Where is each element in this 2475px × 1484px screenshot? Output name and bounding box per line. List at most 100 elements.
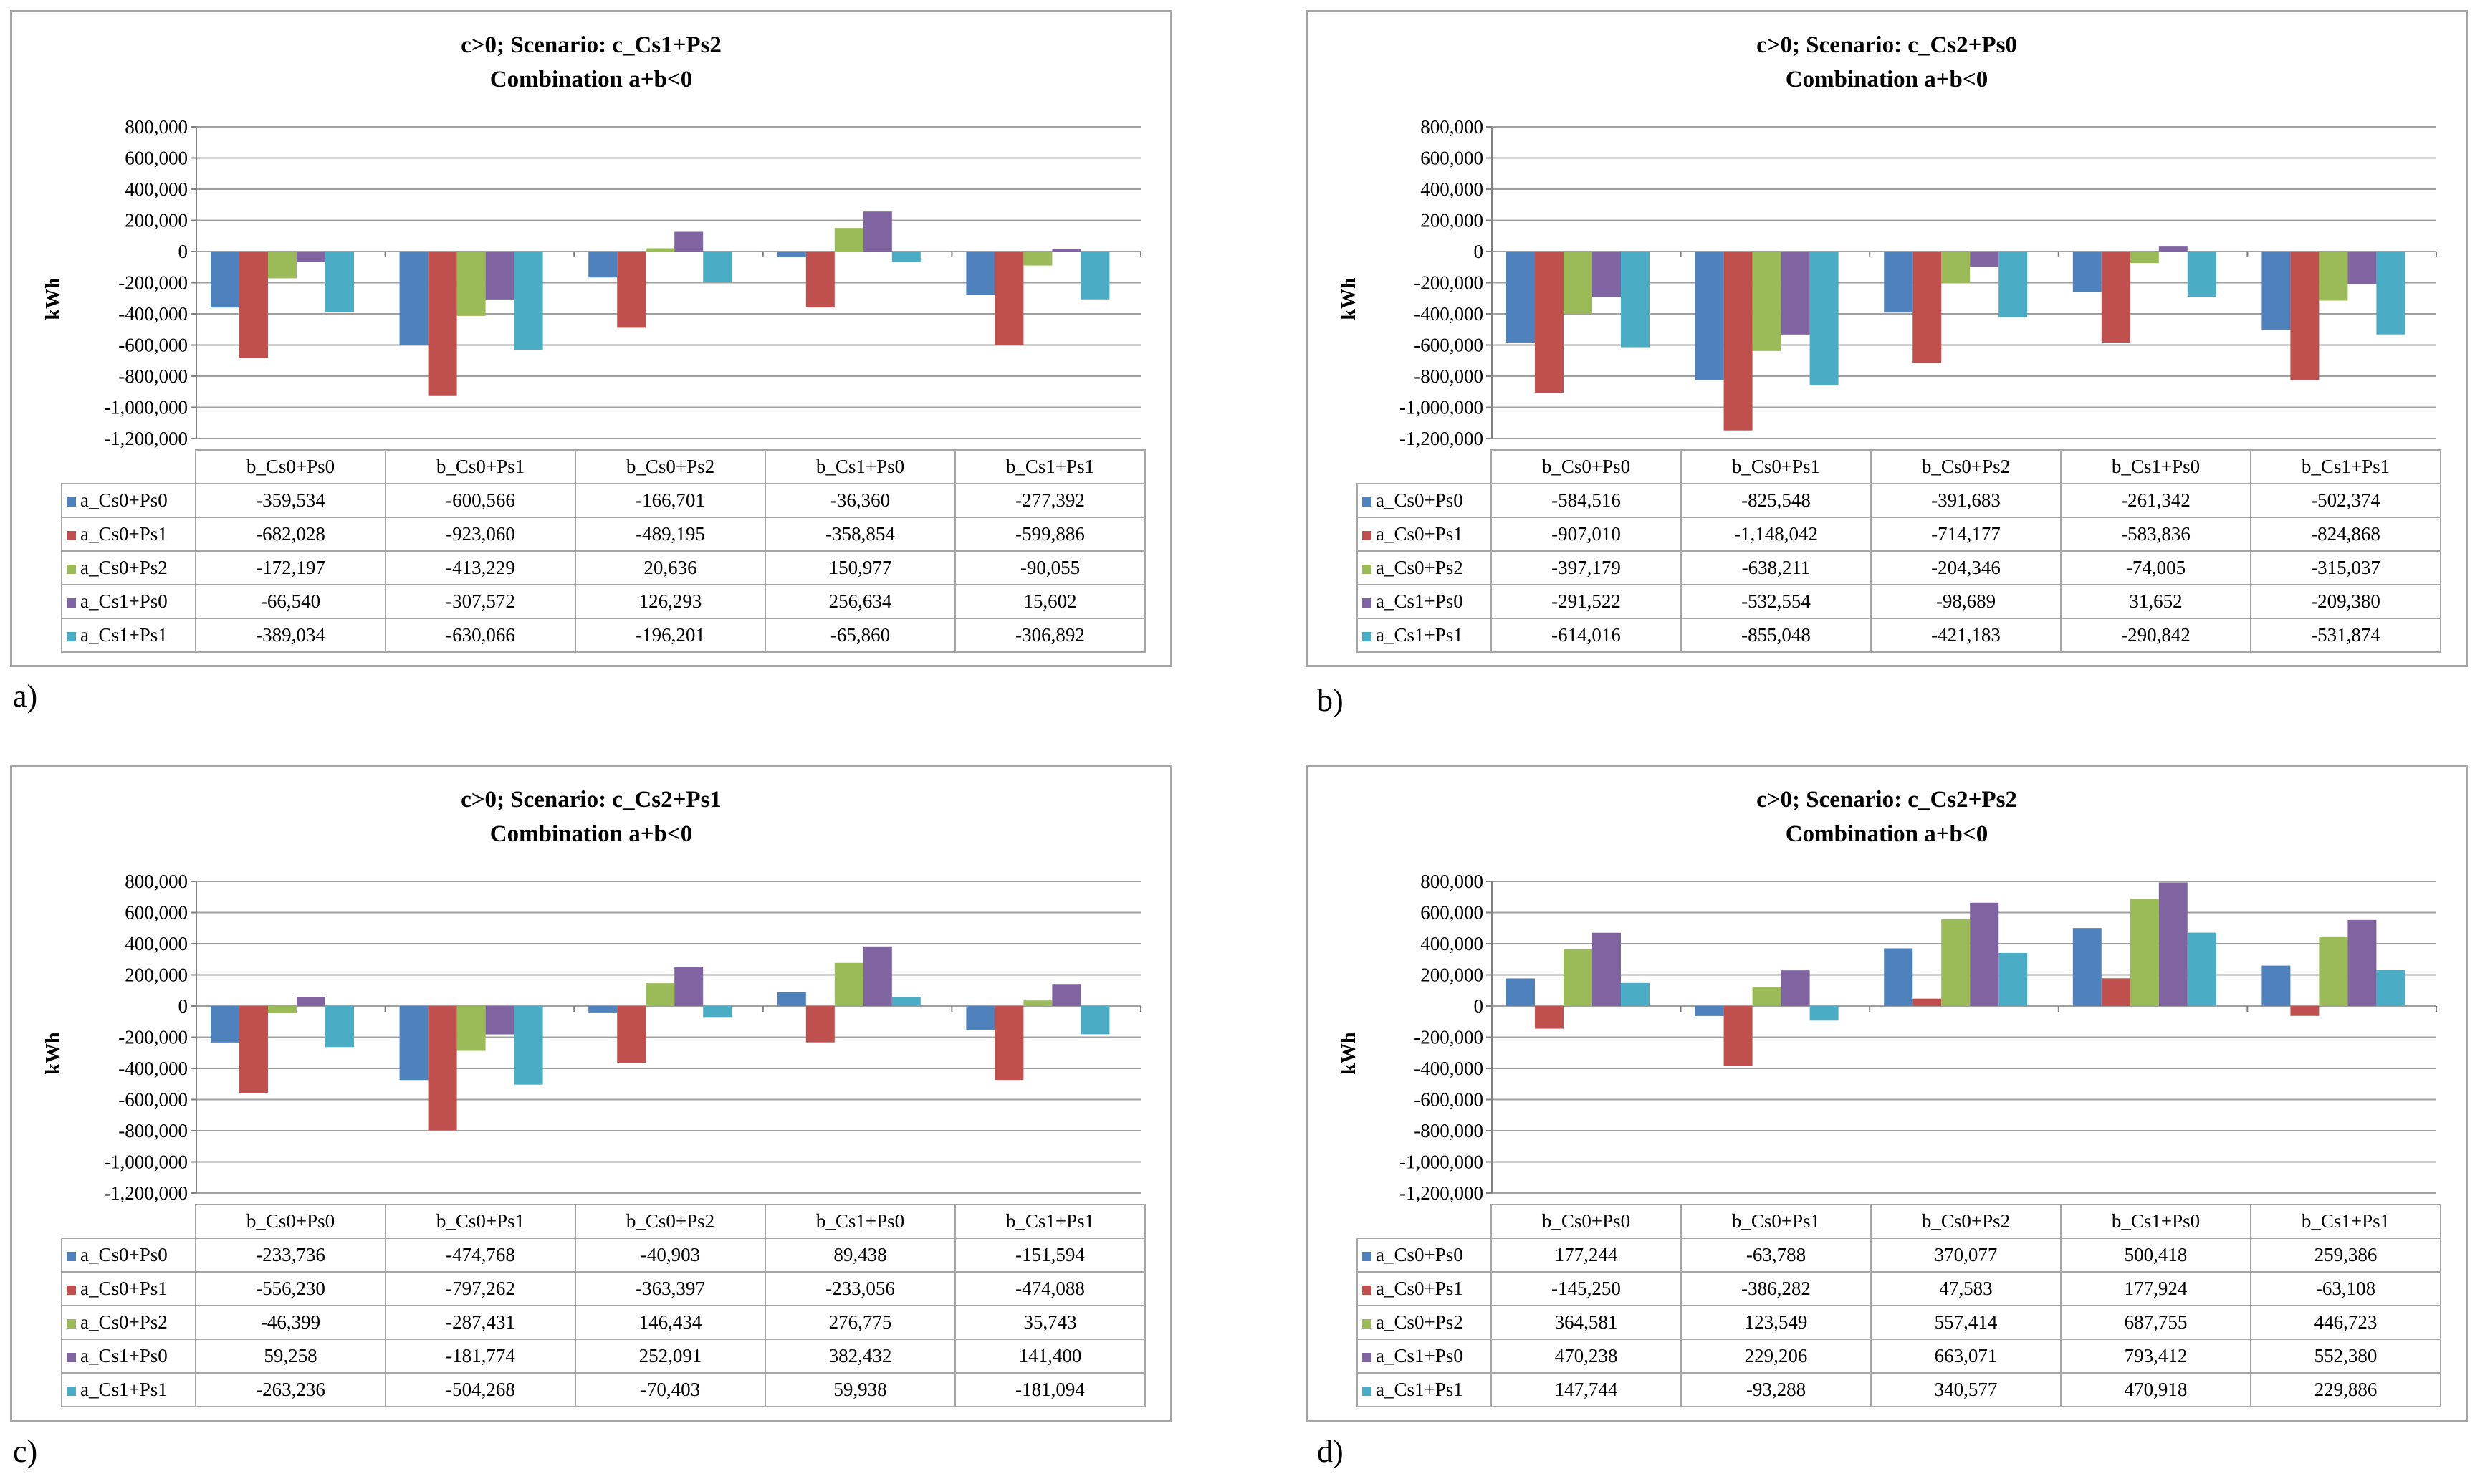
y-tick-label: 0	[178, 241, 188, 262]
legend-entry: a_Cs1+Ps0	[61, 1339, 196, 1374]
y-tick-label: -1,000,000	[1399, 397, 1483, 418]
table-row: a_Cs0+Ps1 -682,028 -923,060 -489,195 -358,85…	[61, 517, 1146, 552]
panel-letter: b)	[1317, 683, 1344, 718]
legend-entry: a_Cs0+Ps2	[61, 550, 196, 585]
table-cell: 364,581	[1490, 1305, 1682, 1340]
category-label: b_Cs0+Ps1	[1680, 1204, 1872, 1239]
table-row: a_Cs1+Ps0 -66,540 -307,572 126,293 256,634 15…	[61, 584, 1146, 619]
legend-entry: a_Cs1+Ps0	[1356, 584, 1492, 619]
legend-entry: a_Cs1+Ps1	[61, 618, 196, 653]
table-cell: -204,346	[1870, 550, 2062, 585]
table-cell: -502,374	[2250, 483, 2441, 518]
panel-letter: a)	[13, 679, 38, 714]
bar-a-cs0-ps0-1	[1506, 978, 1535, 1006]
table-cell: -65,860	[765, 618, 956, 653]
chart-title: c>0; Scenario: c_Cs2+Ps1	[461, 787, 722, 813]
bar-a-cs1-ps1-1	[1621, 252, 1650, 348]
table-cell: -386,282	[1680, 1271, 1872, 1306]
table-cell: 147,744	[1490, 1372, 1682, 1407]
data-table: b_Cs0+Ps0 b_Cs0+Ps1 b_Cs0+Ps2 b_Cs1+Ps0 b_Cs…	[61, 449, 1146, 653]
bar-a-cs0-ps1-1	[1535, 252, 1564, 393]
legend-label: a_Cs1+Ps0	[1376, 590, 1463, 612]
panel-letter: d)	[1317, 1434, 1344, 1469]
table-cell: -825,548	[1680, 483, 1872, 518]
table-cell: -74,005	[2060, 550, 2251, 585]
legend-label: a_Cs0+Ps2	[80, 557, 168, 578]
y-tick-label: 600,000	[1420, 148, 1483, 169]
table-row: a_Cs0+Ps2 364,581 123,549 557,414 687,755 446…	[1356, 1305, 2441, 1340]
bar-a-cs1-ps0-4	[863, 211, 892, 252]
legend-label: a_Cs0+Ps2	[80, 1311, 168, 1333]
chart-panel: c>0; Scenario: c_Cs1+Ps2 Combination a+b<…	[10, 10, 1172, 667]
table-row: a_Cs0+Ps1 -907,010 -1,148,042 -714,177 -583,…	[1356, 517, 2441, 552]
table-cell: -93,288	[1680, 1372, 1872, 1407]
bar-a-cs1-ps1-2	[1809, 1006, 1839, 1021]
table-cell: 59,938	[765, 1372, 956, 1407]
table-cell: -359,534	[195, 483, 386, 518]
bar-a-cs0-ps0-4	[2072, 252, 2102, 292]
chart-subtitle: Combination a+b<0	[1785, 67, 1988, 92]
bar-a-cs1-ps1-1	[325, 1006, 354, 1048]
bar-a-cs1-ps1-5	[1081, 1006, 1110, 1035]
y-tick-label: 800,000	[1420, 871, 1483, 892]
category-label: b_Cs0+Ps2	[1870, 1204, 2062, 1239]
bar-a-cs0-ps2-4	[2130, 252, 2159, 264]
bar-a-cs0-ps0-2	[1695, 252, 1724, 380]
table-cell: 126,293	[575, 584, 766, 619]
bar-a-cs1-ps1-5	[2376, 252, 2405, 335]
bar-a-cs1-ps0-3	[1970, 252, 1999, 267]
table-cell: 141,400	[954, 1339, 1146, 1374]
category-label: b_Cs1+Ps1	[2250, 449, 2441, 484]
legend-label: a_Cs1+Ps0	[80, 1345, 168, 1366]
bar-a-cs1-ps1-1	[1621, 982, 1650, 1006]
y-tick-label: -800,000	[1414, 1120, 1483, 1141]
table-cell: -584,516	[1490, 483, 1682, 518]
legend-entry: a_Cs0+Ps1	[61, 1271, 196, 1306]
category-label: b_Cs0+Ps0	[1490, 449, 1682, 484]
bar-a-cs1-ps0-1	[297, 997, 325, 1006]
table-cell: 177,244	[1490, 1238, 1682, 1273]
category-label: b_Cs0+Ps2	[575, 449, 766, 484]
table-row: a_Cs0+Ps0 -359,534 -600,566 -166,701 -36,360…	[61, 483, 1146, 518]
bar-a-cs0-ps1-2	[1723, 1006, 1753, 1067]
bar-a-cs1-ps0-4	[863, 946, 892, 1006]
bar-a-cs1-ps0-3	[674, 231, 704, 252]
chart-panel: c>0; Scenario: c_Cs2+Ps0 Combination a+b<…	[1306, 10, 2468, 667]
bar-a-cs0-ps2-1	[268, 1006, 297, 1014]
table-cell: -166,701	[575, 483, 766, 518]
legend-swatch	[67, 1319, 76, 1329]
table-row: a_Cs0+Ps0 -584,516 -825,548 -391,683 -261,34…	[1356, 483, 2441, 518]
table-cell: 382,432	[765, 1339, 956, 1374]
bar-a-cs0-ps2-5	[2319, 252, 2348, 301]
bar-a-cs0-ps2-5	[1023, 252, 1053, 266]
table-cell: -291,522	[1490, 584, 1682, 619]
table-cell: 663,071	[1870, 1339, 2062, 1374]
table-cell: 146,434	[575, 1305, 766, 1340]
table-cell: 89,438	[765, 1238, 956, 1273]
legend-entry: a_Cs0+Ps2	[61, 1305, 196, 1340]
table-cell: 446,723	[2250, 1305, 2441, 1340]
bar-a-cs0-ps1-4	[2101, 252, 2130, 343]
data-table: b_Cs0+Ps0 b_Cs0+Ps1 b_Cs0+Ps2 b_Cs1+Ps0 b_Cs…	[61, 1204, 1146, 1407]
bar-a-cs1-ps1-2	[514, 252, 543, 350]
table-cell: -66,540	[195, 584, 386, 619]
table-cell: -714,177	[1870, 517, 2062, 552]
table-cell: -682,028	[195, 517, 386, 552]
bar-a-cs0-ps2-1	[1564, 252, 1592, 314]
bar-a-cs0-ps2-3	[646, 248, 675, 252]
bar-a-cs0-ps1-4	[805, 252, 835, 308]
legend-entry: a_Cs0+Ps0	[61, 1238, 196, 1273]
table-cell: -196,201	[575, 618, 766, 653]
legend-swatch	[1362, 1286, 1371, 1296]
table-cell: -600,566	[385, 483, 576, 518]
table-row: a_Cs0+Ps2 -172,197 -413,229 20,636 150,977 -9…	[61, 550, 1146, 585]
bar-a-cs1-ps0-1	[1592, 932, 1621, 1006]
bar-a-cs0-ps2-4	[834, 962, 863, 1006]
table-cell: 370,077	[1870, 1238, 2062, 1273]
legend-entry: a_Cs1+Ps1	[1356, 618, 1492, 653]
y-tick-label: -200,000	[1414, 1027, 1483, 1048]
plot-area: 800,000 600,000 400,000 200,000 0 -200,000 -40…	[1399, 871, 2437, 1204]
table-row: a_Cs1+Ps1 147,744 -93,288 340,577 470,918 229…	[1356, 1372, 2441, 1407]
table-corner	[1357, 450, 1492, 484]
legend-label: a_Cs1+Ps0	[1376, 1345, 1463, 1366]
